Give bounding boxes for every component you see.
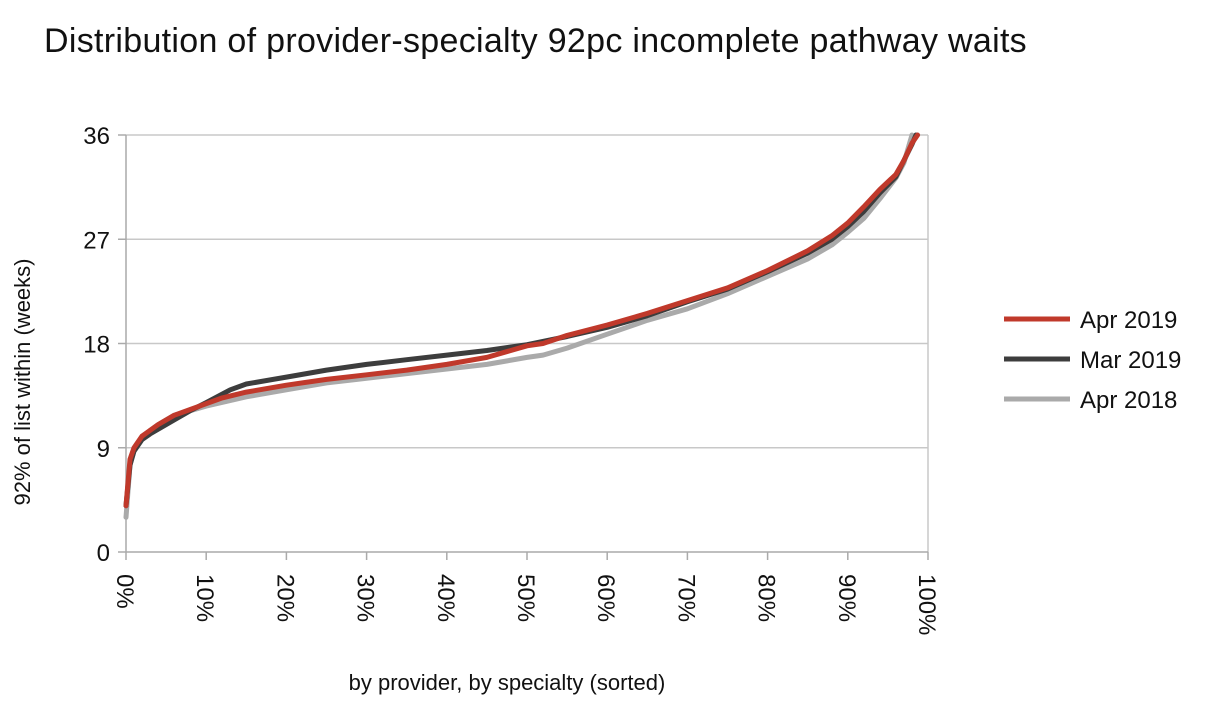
series-line-apr-2019 bbox=[123, 132, 921, 509]
x-tick-label-80: 80% bbox=[753, 574, 780, 622]
y-tick-label-0: 0 bbox=[97, 540, 110, 567]
chart-title: Distribution of provider-specialty 92pc … bbox=[44, 22, 1027, 60]
x-tick-label-90: 90% bbox=[833, 574, 860, 622]
x-tick-label-20: 20% bbox=[271, 574, 298, 622]
y-tick-label-9: 9 bbox=[97, 436, 110, 463]
x-tick-label-70: 70% bbox=[672, 574, 699, 622]
y-tick-label-18: 18 bbox=[83, 332, 110, 359]
legend: Apr 2019 Mar 2019 Apr 2018 bbox=[1004, 307, 1181, 414]
x-tick-label-100: 100% bbox=[913, 574, 940, 635]
x-tick-label-10: 10% bbox=[191, 574, 218, 622]
series-lines bbox=[123, 132, 921, 520]
legend-label-apr-2018: Apr 2018 bbox=[1080, 387, 1177, 414]
series-line-mar-2019 bbox=[123, 132, 919, 509]
gridlines bbox=[126, 134, 929, 552]
x-tick-label-0: 0% bbox=[111, 574, 138, 609]
legend-label-mar-2019: Mar 2019 bbox=[1080, 347, 1181, 374]
y-tick-label-27: 27 bbox=[83, 227, 110, 254]
x-tick-label-30: 30% bbox=[352, 574, 379, 622]
x-axis-label: by provider, by specialty (sorted) bbox=[349, 670, 666, 695]
axes bbox=[118, 134, 929, 560]
x-tick-label-60: 60% bbox=[592, 574, 619, 622]
y-tick-label-36: 36 bbox=[83, 123, 110, 150]
tick-labels: 0 9 18 27 36 0% 10% 20% 30% 40% 50% 60% 70% 80% 90% 100… bbox=[83, 123, 940, 635]
legend-label-apr-2019: Apr 2019 bbox=[1080, 307, 1177, 334]
x-tick-label-50: 50% bbox=[512, 574, 539, 622]
series-line-apr-2018 bbox=[123, 132, 915, 520]
y-axis-label: 92% of list within (weeks) bbox=[10, 259, 35, 506]
x-tick-label-40: 40% bbox=[432, 574, 459, 622]
